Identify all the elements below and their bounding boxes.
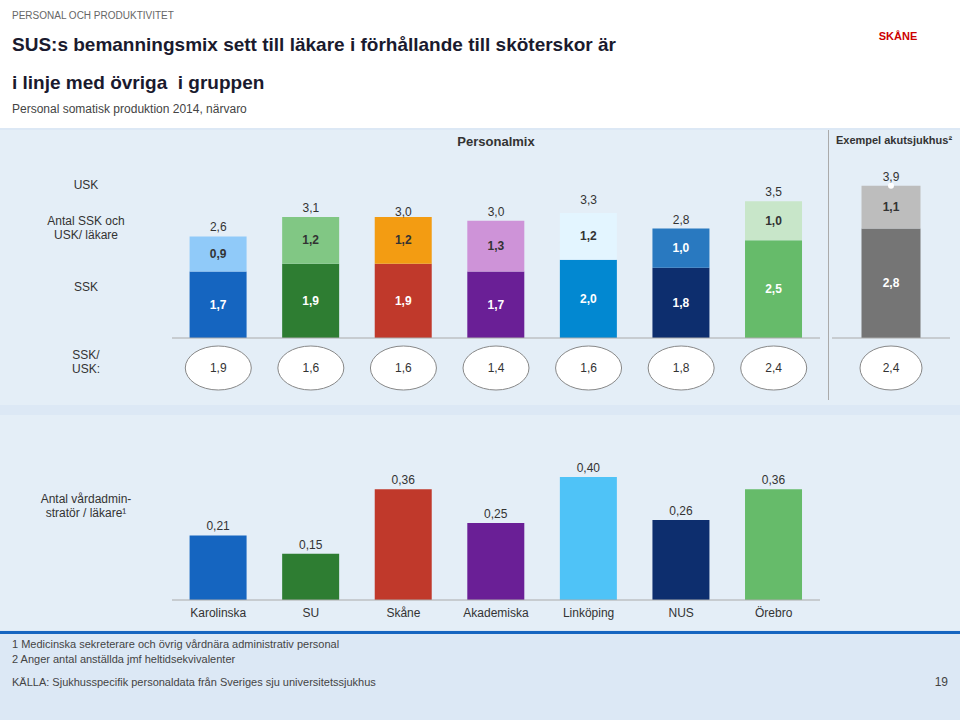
svg-text:Skåne: Skåne [386, 606, 420, 620]
svg-text:3,5: 3,5 [765, 185, 782, 199]
svg-text:SU: SU [303, 606, 320, 620]
svg-text:3,3: 3,3 [580, 193, 597, 207]
svg-text:1,6: 1,6 [580, 361, 597, 375]
svg-text:1,7: 1,7 [487, 298, 504, 312]
svg-text:1,8: 1,8 [673, 296, 690, 310]
svg-text:2,8: 2,8 [883, 276, 900, 290]
svg-text:1,2: 1,2 [302, 233, 319, 247]
svg-text:2,8: 2,8 [673, 213, 690, 227]
html-text:2 Anger antal anställda jmf he: 2 Anger antal anställda jmf heltidsekviv… [12, 653, 236, 665]
html-text:PERSONAL OCH PRODUKTIVITET: PERSONAL OCH PRODUKTIVITET [12, 10, 174, 21]
svg-text:1,4: 1,4 [488, 361, 505, 375]
html-text:SSK/ USK:: SSK/ USK: [72, 348, 100, 376]
html-text:Personal somatisk produktion 2: Personal somatisk produktion 2014, närva… [12, 102, 247, 116]
svg-text:1,1: 1,1 [883, 200, 900, 214]
svg-text:0,36: 0,36 [762, 473, 786, 487]
html-text:USK: USK [73, 178, 99, 192]
svg-text:1,6: 1,6 [395, 361, 412, 375]
html-text:Personalmix: Personalmix [457, 134, 535, 149]
svg-text:NUS: NUS [668, 606, 693, 620]
html-text:SUS:s bemanningsmix sett till: SUS:s bemanningsmix sett till läkare i f… [12, 34, 616, 93]
svg-text:Örebro: Örebro [755, 606, 793, 620]
svg-text:0,15: 0,15 [299, 538, 323, 552]
svg-text:1,2: 1,2 [395, 233, 412, 247]
svg-text:3,9: 3,9 [883, 170, 900, 184]
svg-text:Karolinska: Karolinska [190, 606, 246, 620]
svg-text:0,36: 0,36 [392, 473, 416, 487]
svg-text:1,9: 1,9 [302, 294, 319, 308]
html-text:Antal SSK och USK/ läkare: Antal SSK och USK/ läkare [47, 214, 125, 242]
svg-text:1,0: 1,0 [765, 214, 782, 228]
svg-text:2,5: 2,5 [765, 282, 782, 296]
svg-text:Linköping: Linköping [563, 606, 614, 620]
html-text:SSK: SSK [74, 280, 98, 294]
svg-text:2,6: 2,6 [210, 220, 227, 234]
svg-text:0,25: 0,25 [484, 507, 508, 521]
svg-text:1,9: 1,9 [210, 361, 227, 375]
svg-text:Akademiska: Akademiska [463, 606, 529, 620]
svg-text:3,0: 3,0 [488, 205, 505, 219]
html-text:Antal vårdadmin- stratör / läk: Antal vårdadmin- stratör / läkare¹ [40, 492, 132, 520]
svg-text:3,1: 3,1 [303, 201, 320, 215]
html-text:1 Medicinska sekreterare och ö: 1 Medicinska sekreterare och övrig vårdn… [12, 638, 340, 650]
svg-text:0,9: 0,9 [210, 247, 227, 261]
html-text:Exempel akutsjukhus²: Exempel akutsjukhus² [835, 134, 953, 146]
html-text:KÄLLA: Sjukhusspecifik persona: KÄLLA: Sjukhusspecifik personaldata från… [12, 676, 376, 688]
svg-text:0,40: 0,40 [577, 461, 601, 475]
svg-text:1,2: 1,2 [580, 229, 597, 243]
svg-text:1,6: 1,6 [303, 361, 320, 375]
svg-text:2,0: 2,0 [580, 292, 597, 306]
svg-text:1,7: 1,7 [210, 298, 227, 312]
html-text:19: 19 [934, 675, 948, 689]
svg-text:1,0: 1,0 [673, 241, 690, 255]
svg-text:2,4: 2,4 [883, 361, 900, 375]
svg-text:2,4: 2,4 [765, 361, 782, 375]
svg-text:1,9: 1,9 [395, 294, 412, 308]
svg-text:1,3: 1,3 [487, 239, 504, 253]
html-text:SKÅNE: SKÅNE [878, 30, 918, 42]
svg-text:1,8: 1,8 [673, 361, 690, 375]
svg-text:3,0: 3,0 [395, 205, 412, 219]
svg-text:0,26: 0,26 [669, 504, 693, 518]
svg-text:0,21: 0,21 [206, 519, 230, 533]
